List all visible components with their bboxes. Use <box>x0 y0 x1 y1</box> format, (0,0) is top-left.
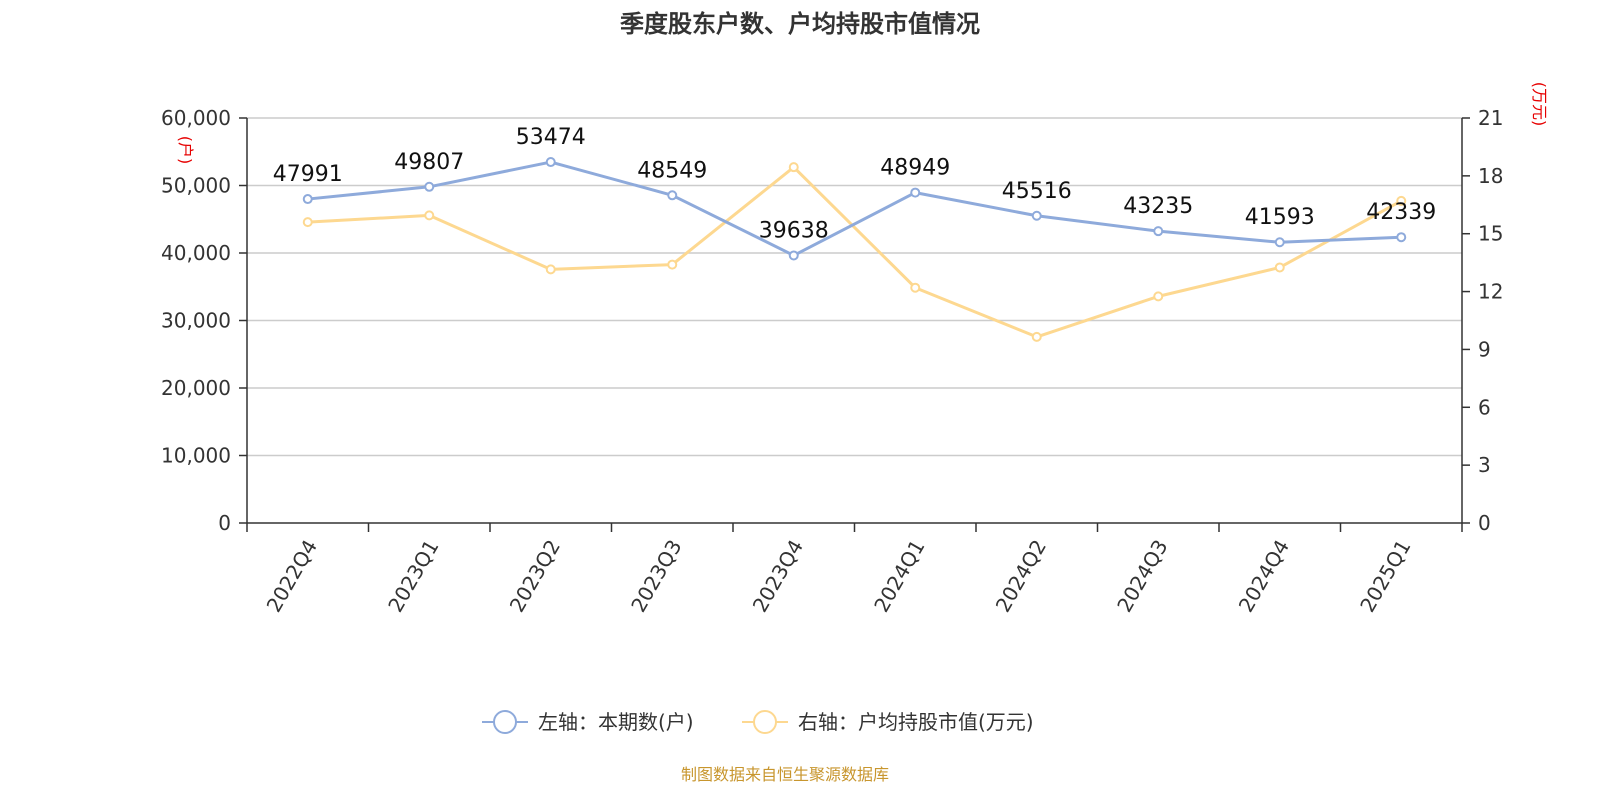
x-tick-label: 2024Q1 <box>869 536 929 617</box>
right-tick-label: 6 <box>1478 395 1491 419</box>
left-tick-label: 30,000 <box>161 309 231 333</box>
left-tick-label: 40,000 <box>161 241 231 265</box>
source-note: 制图数据来自恒生聚源数据库 <box>681 765 889 784</box>
data-label: 41593 <box>1245 205 1315 230</box>
data-point <box>545 157 556 168</box>
data-point <box>1031 331 1042 342</box>
x-tick-label: 2024Q4 <box>1234 536 1294 617</box>
left-tick-label: 10,000 <box>161 444 231 468</box>
legend-label: 右轴：户均持股市值(万元) <box>798 710 1034 734</box>
right-tick-label: 12 <box>1478 280 1503 304</box>
left-axis-unit: (户) <box>176 136 195 165</box>
x-tick-label: 2022Q4 <box>262 536 322 617</box>
data-labels: 47991 49807 53474 48549 39638 48949 45516 43235… <box>273 125 1437 243</box>
series-line <box>307 165 1402 339</box>
right-axis-unit: (万元) <box>1530 82 1549 127</box>
right-tick-label: 9 <box>1478 337 1491 361</box>
series-line <box>307 160 1402 257</box>
right-tick-label: 21 <box>1478 106 1503 130</box>
data-point <box>910 282 921 293</box>
data-label: 53474 <box>516 125 586 150</box>
grid <box>247 117 1462 457</box>
data-label: 48949 <box>880 156 950 181</box>
data-label: 39638 <box>759 218 829 243</box>
legend[interactable]: 左轴：本期数(户) 右轴：户均持股市值(万元) <box>482 710 1034 734</box>
left-tick-label: 0 <box>218 511 231 535</box>
axes <box>239 117 1470 532</box>
data-point <box>1396 195 1407 206</box>
x-tick-label: 2024Q2 <box>991 536 1051 617</box>
data-point <box>788 250 799 261</box>
legend-marker <box>753 710 777 734</box>
left-tick-label: 20,000 <box>161 376 231 400</box>
right-tick-label: 0 <box>1478 511 1491 535</box>
data-point <box>788 162 799 173</box>
data-point <box>545 264 556 275</box>
data-point <box>1031 210 1042 221</box>
legend-marker <box>493 710 517 734</box>
right-tick-label: 3 <box>1478 453 1491 477</box>
data-label: 42339 <box>1366 200 1436 225</box>
data-point <box>1396 232 1407 243</box>
x-tick-label: 2023Q4 <box>748 536 808 617</box>
series-layer <box>302 157 1407 342</box>
data-point <box>302 194 313 205</box>
data-point <box>667 259 678 270</box>
x-tick-label: 2025Q1 <box>1355 536 1415 617</box>
x-tick-label: 2023Q2 <box>505 536 565 617</box>
right-axis-ticks: 0 3 6 9 12 15 18 21 <box>1478 106 1503 535</box>
left-tick-label: 60,000 <box>161 106 231 130</box>
data-label: 45516 <box>1002 179 1072 204</box>
data-point <box>910 187 921 198</box>
right-tick-label: 18 <box>1478 164 1503 188</box>
x-tick-label: 2023Q1 <box>383 536 443 617</box>
x-tick-label: 2023Q3 <box>626 536 686 617</box>
data-label: 49807 <box>394 150 464 175</box>
data-point <box>1274 237 1285 248</box>
left-tick-label: 50,000 <box>161 174 231 198</box>
right-tick-label: 15 <box>1478 222 1503 246</box>
x-tick-label: 2024Q3 <box>1112 536 1172 617</box>
data-label: 43235 <box>1123 194 1193 219</box>
data-point <box>424 181 435 192</box>
data-point <box>1153 226 1164 237</box>
x-axis-ticks: 2022Q4 2023Q1 2023Q2 2023Q3 2023Q4 2024Q1 2024… <box>262 536 1416 617</box>
data-point <box>302 217 313 228</box>
chart-title: 季度股东户数、户均持股市值情况 <box>620 10 980 38</box>
left-axis-ticks: 0 10,000 20,000 30,000 40,000 50,000 60,000 <box>161 106 231 535</box>
data-point <box>1274 262 1285 273</box>
data-point <box>1153 291 1164 302</box>
data-point <box>424 210 435 221</box>
legend-label: 左轴：本期数(户) <box>538 710 694 734</box>
data-label: 47991 <box>273 162 343 187</box>
data-point <box>667 190 678 201</box>
data-label: 48549 <box>637 158 707 183</box>
